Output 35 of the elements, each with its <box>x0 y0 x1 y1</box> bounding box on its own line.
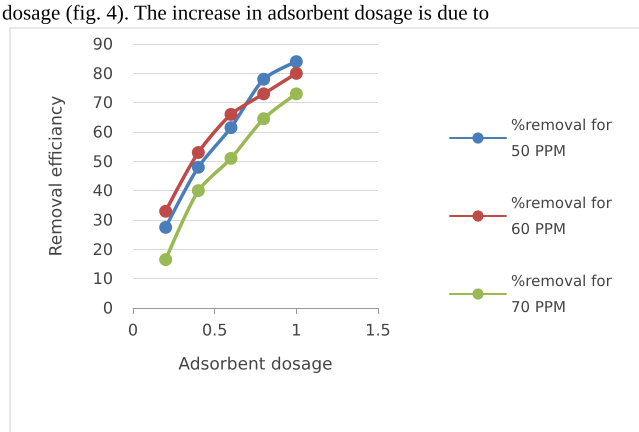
x-tick-label: 0.5 <box>202 320 228 340</box>
point <box>290 66 303 80</box>
y-tick-label: 30 <box>92 210 113 230</box>
point <box>257 72 270 86</box>
y-tick-label: 40 <box>92 181 113 200</box>
y-tick-label: 60 <box>92 122 113 142</box>
x-axis-title: Adsorbent dosage <box>178 354 333 374</box>
y-axis-title: Removal efficiancy <box>46 96 66 256</box>
point <box>192 184 205 198</box>
text: dosage (fig. 4). The increase in adsorbent dosage is due to <box>2 0 490 24</box>
y-tick-label: 70 <box>92 93 113 112</box>
y-tick-label: 50 <box>92 152 113 171</box>
legend-label: %removal for 50 PPM <box>511 116 617 160</box>
x-tick-label: 1 <box>291 320 302 340</box>
y-tick-label: 0 <box>102 298 113 318</box>
y-tick-label: 10 <box>92 269 113 288</box>
point <box>257 112 270 126</box>
point <box>192 160 205 174</box>
point <box>290 55 303 68</box>
y-tick-label: 80 <box>92 64 113 83</box>
legend-label: %removal for 70 PPM <box>511 272 617 316</box>
point <box>224 108 238 121</box>
point <box>159 204 172 218</box>
point <box>192 146 205 160</box>
point <box>159 253 172 266</box>
y-tick-label: 20 <box>92 240 113 259</box>
legend-label: %removal for 60 PPM <box>511 194 617 238</box>
point <box>257 87 270 100</box>
point <box>290 87 303 100</box>
x-tick-label: 1.5 <box>365 320 391 340</box>
point <box>159 220 172 234</box>
point <box>224 121 238 134</box>
x-tick-label: 0 <box>128 320 138 340</box>
point <box>224 152 238 165</box>
y-tick-label: 90 <box>92 34 113 54</box>
